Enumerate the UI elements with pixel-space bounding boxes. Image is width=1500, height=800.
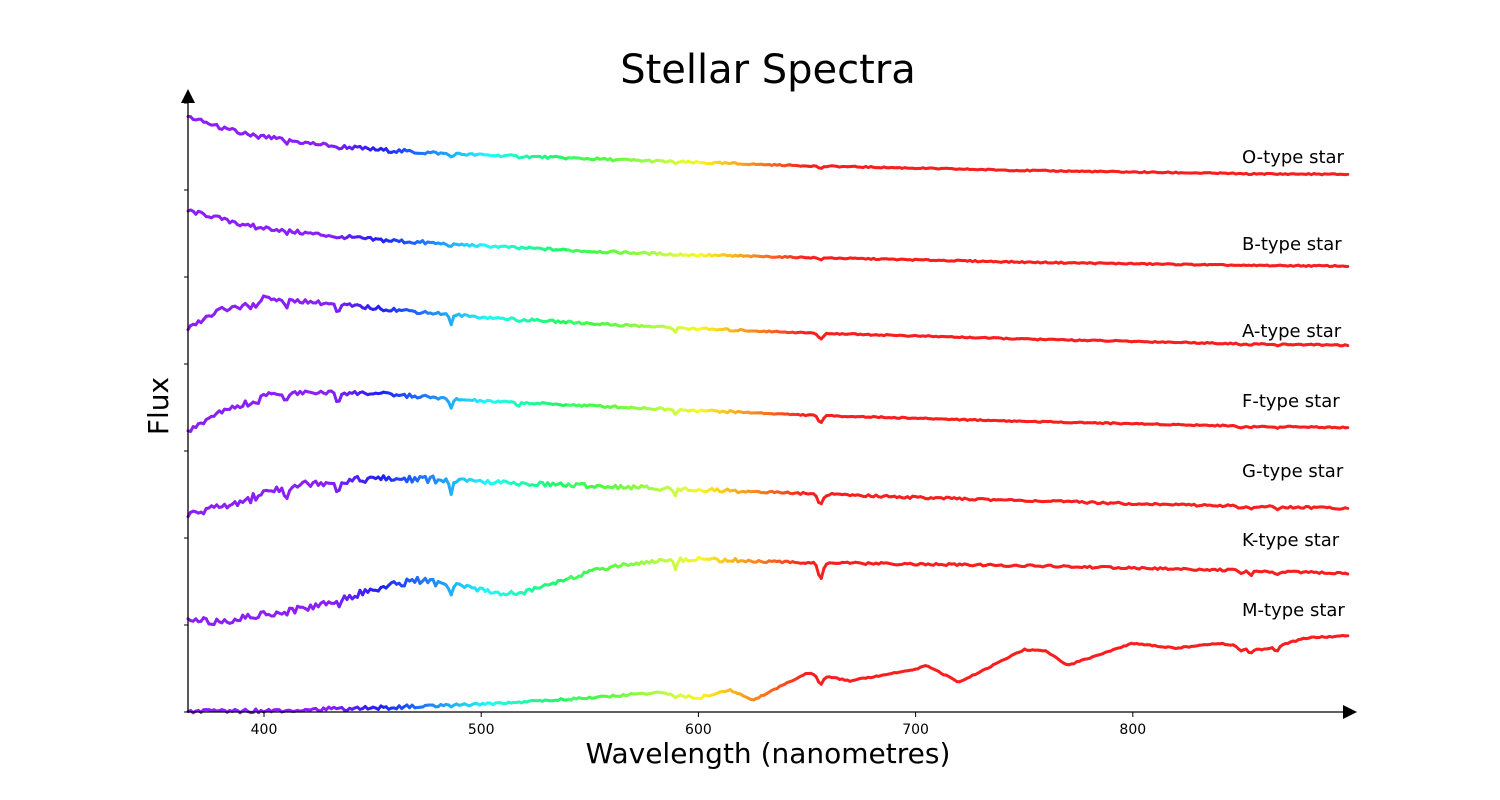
series-k-type bbox=[186, 555, 1350, 626]
x-tick-label: 400 bbox=[251, 722, 278, 738]
series-f-type bbox=[186, 389, 1350, 433]
x-axis-label: Wavelength (nanometres) bbox=[586, 737, 951, 770]
spectrum-segment bbox=[1343, 506, 1350, 510]
series-labels: O-type star B-type star A-type star F-type … bbox=[1242, 147, 1345, 621]
series-b-type bbox=[186, 208, 1350, 268]
series-label: K-type star bbox=[1242, 530, 1340, 551]
spectrum-segment bbox=[1343, 571, 1350, 576]
x-tick-label: 700 bbox=[902, 722, 929, 738]
series-label: A-type star bbox=[1242, 321, 1342, 342]
series-label: B-type star bbox=[1242, 234, 1342, 255]
series-m-type bbox=[186, 634, 1350, 715]
x-ticks: 400 500 600 700 800 bbox=[251, 712, 1146, 738]
series-a-type bbox=[186, 294, 1350, 348]
x-tick-label: 600 bbox=[685, 722, 712, 738]
series-g-type bbox=[186, 474, 1350, 519]
y-axis-label: Flux bbox=[142, 377, 175, 435]
axes-layer bbox=[181, 89, 1357, 719]
series-label: G-type star bbox=[1242, 461, 1344, 482]
x-axis-arrow bbox=[1343, 705, 1357, 719]
x-tick-label: 800 bbox=[1119, 722, 1146, 738]
series-label: O-type star bbox=[1242, 147, 1345, 168]
spectrum-segment bbox=[1343, 343, 1350, 348]
spectrum-segment bbox=[449, 481, 456, 496]
x-tick-label: 500 bbox=[468, 722, 495, 738]
spectrum-segment bbox=[819, 566, 826, 580]
spectrum-segment bbox=[814, 563, 821, 577]
y-ticks bbox=[184, 102, 188, 713]
series-label: M-type star bbox=[1242, 600, 1345, 621]
y-axis-arrow bbox=[181, 89, 195, 103]
series-o-type bbox=[186, 114, 1350, 177]
series-layer bbox=[186, 114, 1350, 715]
series-label: F-type star bbox=[1242, 391, 1340, 412]
chart-title: Stellar Spectra bbox=[620, 47, 916, 93]
